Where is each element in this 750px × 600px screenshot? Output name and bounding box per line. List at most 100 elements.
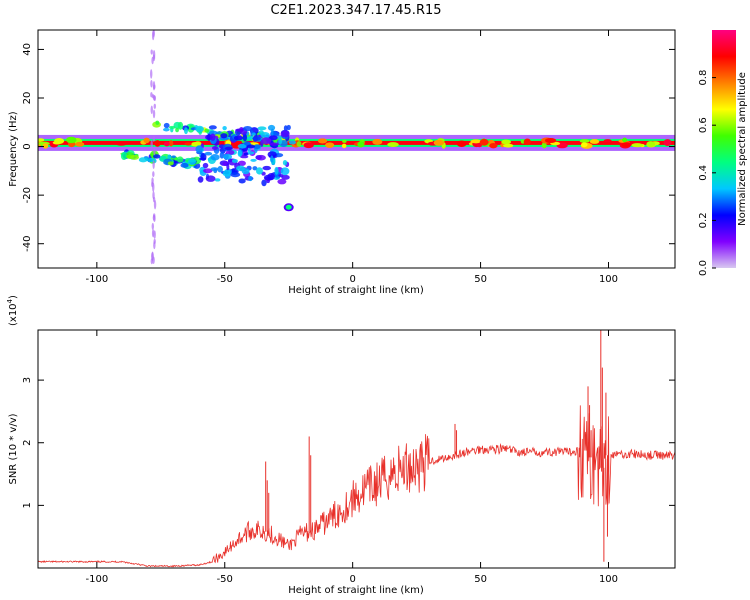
streak-blob	[152, 196, 156, 203]
spectral-blob	[242, 125, 253, 132]
spectral-blob	[238, 178, 246, 184]
spectral-blob	[252, 166, 258, 171]
spectrogram-panel: -100 -50 0 50 100 -40 -20 0 20 40 Height of strai…	[8, 29, 676, 296]
spectral-blob	[155, 120, 160, 125]
spectral-blob	[219, 151, 225, 159]
streak-blob	[152, 214, 156, 221]
y-tick-label: 40	[22, 43, 33, 56]
spectrogram-ylabel: Frequency (Hz)	[8, 111, 19, 187]
spectral-blob	[286, 124, 291, 131]
band-blob	[184, 142, 192, 146]
spectral-blob	[255, 167, 263, 175]
spectral-feature	[38, 134, 675, 151]
band-blob	[631, 143, 644, 148]
band-blob	[544, 138, 557, 144]
spectral-blob	[237, 143, 247, 149]
y-tick-label: 20	[22, 92, 33, 105]
spectral-blob	[226, 163, 230, 171]
snr-line	[38, 405, 675, 568]
band-blob	[433, 139, 445, 146]
spectral-blob	[167, 161, 174, 166]
band-blob	[541, 142, 547, 149]
band-blob	[663, 139, 672, 146]
y-tick-label: -40	[22, 236, 33, 252]
band-blob	[603, 139, 612, 143]
colorbar-gradient	[712, 30, 736, 268]
spectral-blob	[163, 122, 170, 129]
spectrogram-marks	[38, 30, 675, 265]
spectral-blob	[167, 154, 172, 160]
spectral-blob	[188, 158, 197, 165]
spectral-blob	[233, 135, 244, 141]
spectral-blob	[210, 167, 219, 172]
band-blob	[503, 143, 514, 148]
spectral-blob	[270, 155, 274, 163]
streak-blob	[153, 241, 156, 250]
spectral-blob	[252, 132, 256, 136]
x-tick-label: -50	[217, 274, 233, 285]
streak-blob	[151, 222, 155, 230]
band-blob	[325, 142, 335, 148]
spectral-blob	[256, 154, 266, 161]
streak-blob	[150, 69, 153, 79]
x-tick-label: -50	[217, 574, 233, 585]
spectral-blob	[236, 165, 245, 172]
spectrogram-xlabel: Height of straight line (km)	[288, 285, 424, 296]
x-tick-label: 0	[349, 274, 355, 285]
band-blob	[303, 142, 314, 149]
x-tick-label: 0	[349, 574, 355, 585]
spectral-blob	[235, 128, 244, 132]
band-blob	[341, 143, 347, 149]
spectral-blob	[261, 137, 272, 145]
spot-core	[285, 204, 292, 210]
snr-frame	[37, 329, 676, 569]
spectral-blob	[223, 153, 233, 160]
band-blob	[470, 139, 482, 144]
spectral-blob	[269, 142, 279, 146]
band-blob	[38, 138, 45, 142]
band-blob	[479, 138, 489, 146]
x-tick-label: -100	[85, 574, 108, 585]
y-tick-label: 0	[22, 143, 33, 149]
spectral-blob	[260, 131, 270, 138]
spectral-blob	[195, 145, 203, 153]
snr-multiplier-close: )	[8, 295, 19, 299]
band-blob	[154, 140, 161, 147]
spectral-blob	[267, 124, 276, 131]
y-tick-label: 1	[22, 502, 33, 508]
y-tick-label: -20	[22, 187, 33, 203]
streak-blob	[150, 105, 153, 115]
spectral-blob	[243, 152, 249, 156]
spectral-blob	[130, 154, 140, 160]
x-tick-label: 50	[474, 574, 487, 585]
x-tick-label: 50	[474, 274, 487, 285]
spectral-feature	[150, 30, 157, 265]
spectral-blob	[224, 146, 233, 151]
band-blob	[65, 136, 77, 144]
spectral-blob	[175, 127, 179, 133]
spectral-blob	[281, 174, 290, 180]
spectral-blob	[263, 174, 274, 181]
spectral-blob	[296, 141, 302, 147]
spectral-blob	[204, 128, 210, 133]
spectral-blob	[248, 175, 253, 182]
spectral-blob	[268, 135, 278, 141]
spectral-blob	[171, 155, 176, 159]
streak-blob	[150, 49, 153, 55]
spectrogram-frame	[37, 29, 676, 269]
band-blob	[523, 138, 531, 146]
spectral-blob	[209, 133, 216, 141]
spectral-blob	[267, 151, 277, 158]
spectral-blob	[247, 147, 251, 152]
spectral-blob	[138, 157, 148, 163]
spectral-blob	[261, 179, 267, 187]
spectral-blob	[288, 140, 297, 145]
streak-blob	[150, 258, 154, 265]
snr-xlabel: Height of straight line (km)	[288, 585, 424, 596]
spectrogram-ticks: -100 -50 0 50 100 -40 -20 0 20 40	[22, 30, 675, 285]
colorbar-tick-label: 0.8	[698, 70, 709, 86]
spectral-blob	[183, 127, 188, 135]
streak-blob	[150, 140, 153, 150]
band-blob	[580, 142, 588, 148]
